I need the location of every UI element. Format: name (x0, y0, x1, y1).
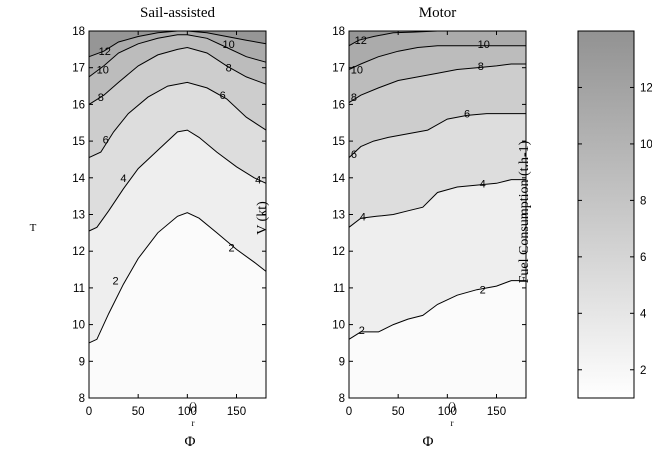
colorbar-tick-label: 12 (640, 82, 652, 94)
contour-line-6 (348, 113, 526, 158)
x-tick-label: 0 (86, 406, 92, 418)
panel-title: Sail-assisted (140, 5, 215, 21)
contour-label: 12 (99, 46, 111, 58)
contour-label: 8 (226, 63, 232, 75)
contour-line-4 (88, 129, 267, 232)
contour-label: 12 (355, 35, 367, 47)
panel-motor: 2 2 4 4 6 6 8 8 10 10 12 Motor 8 9 10 11 12 13 14 15 16 17 18 0… (332, 5, 527, 418)
y-tick-label: 17 (72, 63, 85, 75)
y-tick-label: 13 (72, 210, 85, 222)
colorbar-tick-label: 4 (640, 308, 647, 320)
contour-label: 2 (480, 285, 486, 297)
right-x-axis-mark: () (448, 399, 456, 413)
x-tick-label: 50 (132, 406, 145, 418)
contour-line-10 (348, 45, 526, 70)
contour-line-10 (88, 34, 267, 78)
contour-label: 4 (480, 178, 486, 190)
contour-label: 4 (360, 211, 366, 223)
y-tick-label: 12 (72, 246, 85, 258)
colorbar: 2 4 6 8 10 12 (577, 30, 652, 399)
x-tick-label: 150 (227, 406, 246, 418)
y-tick-label: 15 (332, 136, 345, 148)
contour-line-2 (348, 280, 526, 340)
contour-band-3 (349, 64, 526, 158)
contour-label: 10 (223, 39, 235, 51)
middle-y-axis-label: V (kt) (255, 201, 270, 235)
x-tick-label: 150 (487, 406, 506, 418)
contour-band-5 (349, 31, 526, 70)
x-tick-label: 0 (346, 406, 352, 418)
y-tick-label: 18 (332, 26, 345, 38)
contour-band-0 (349, 280, 526, 398)
contour-band-0 (89, 212, 266, 398)
contour-band-2 (349, 113, 526, 228)
contour-band-5 (89, 31, 266, 77)
contour-line-8 (88, 46, 267, 105)
contour-label: 6 (351, 149, 357, 161)
left-x-axis-label: Φ (185, 434, 196, 450)
left-y-axis-label: T (30, 222, 37, 234)
contour-line-4 (348, 179, 526, 228)
y-tick-label: 16 (332, 99, 345, 111)
contour-label: 4 (120, 173, 126, 185)
contour-label: 10 (351, 65, 363, 77)
contour-line-6 (88, 81, 267, 159)
y-tick-label: 8 (339, 393, 345, 405)
contour-band-1 (349, 179, 526, 340)
contour-label: 2 (229, 243, 235, 255)
contour-band-4 (349, 45, 526, 103)
contour-band-1 (89, 130, 266, 343)
colorbar-tick-label: 10 (640, 139, 652, 151)
y-tick-label: 11 (73, 283, 85, 295)
y-tick-label: 9 (339, 356, 345, 368)
y-tick-label: 10 (72, 320, 85, 332)
panel-title: Motor (419, 5, 457, 21)
panel-sail-assisted: 2 2 4 4 6 6 8 8 10 10 12 Sail-assisted 8 9 10 11 12 13 14 1… (72, 5, 267, 418)
left-x-axis-mark: () (189, 399, 197, 413)
contour-band-3 (89, 47, 266, 158)
contour-band-4 (89, 34, 266, 105)
x-tick-label: 100 (438, 406, 457, 418)
y-tick-label: 11 (333, 283, 345, 295)
contour-label: 6 (464, 109, 470, 121)
y-tick-label: 14 (332, 173, 345, 185)
contour-label: 4 (255, 175, 261, 187)
contour-label: 2 (112, 276, 118, 288)
contour-line-2 (88, 212, 267, 344)
colorbar-tick-label: 8 (640, 195, 646, 207)
contour-band-2 (89, 82, 266, 232)
right-x-axis-subscript: r (451, 418, 454, 428)
colorbar-tick-label: 2 (640, 365, 646, 377)
colorbar-gradient (577, 30, 635, 399)
y-tick-label: 8 (79, 393, 85, 405)
contour-label: 6 (220, 90, 226, 102)
contour-label: 8 (478, 61, 484, 73)
y-tick-label: 14 (72, 173, 85, 185)
x-tick-label: 50 (392, 406, 405, 418)
contour-label: 10 (478, 39, 490, 51)
contour-band-6 (349, 31, 526, 46)
contour-label: 8 (351, 92, 357, 104)
y-tick-label: 12 (332, 246, 345, 258)
contour-label: 8 (98, 92, 104, 104)
y-tick-label: 17 (332, 63, 345, 75)
y-tick-label: 9 (79, 356, 85, 368)
contour-label: 6 (103, 134, 109, 146)
contour-label: 10 (97, 65, 109, 77)
colorbar-label: Fuel Consumption (t.h-1) (517, 140, 532, 283)
y-tick-label: 13 (332, 210, 345, 222)
colorbar-tick-label: 6 (640, 252, 646, 264)
y-tick-label: 16 (72, 99, 85, 111)
contour-label: 2 (359, 325, 365, 337)
y-tick-label: 15 (72, 136, 85, 148)
contour-line-8 (348, 63, 526, 104)
y-tick-label: 10 (332, 320, 345, 332)
x-tick-label: 100 (178, 406, 197, 418)
y-tick-label: 18 (72, 26, 85, 38)
left-x-axis-subscript: r (192, 418, 195, 428)
right-x-axis-label: Φ (423, 434, 434, 450)
